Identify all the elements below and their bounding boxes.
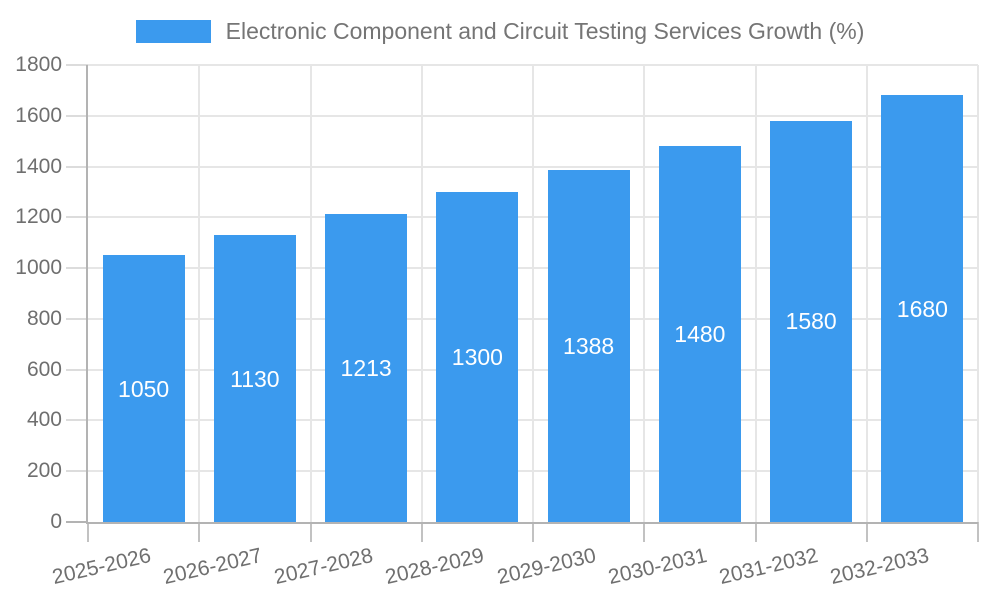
bar[interactable] bbox=[325, 214, 408, 522]
gridline-vertical bbox=[977, 65, 979, 522]
bar[interactable] bbox=[658, 146, 741, 522]
y-axis-tick-label: 400 bbox=[26, 408, 62, 432]
gridline-vertical bbox=[865, 65, 868, 522]
bar-value-label: 1388 bbox=[563, 332, 615, 359]
gridline-vertical bbox=[309, 65, 312, 522]
gridline-vertical bbox=[532, 65, 534, 522]
x-tick-mark bbox=[532, 522, 534, 542]
bar[interactable] bbox=[436, 191, 519, 522]
y-tick-mark bbox=[66, 216, 88, 219]
x-tick-mark bbox=[198, 522, 201, 542]
bar-value-label: 1130 bbox=[230, 365, 280, 392]
y-axis-tick-label: 200 bbox=[26, 459, 62, 483]
gridline-vertical bbox=[198, 65, 201, 522]
y-axis-tick-label: 1400 bbox=[15, 154, 62, 178]
y-axis-tick-label: 1600 bbox=[15, 103, 62, 127]
x-axis-line bbox=[88, 522, 978, 524]
x-tick-mark bbox=[309, 522, 312, 542]
x-tick-mark bbox=[643, 522, 646, 542]
y-axis-line bbox=[86, 65, 88, 524]
bar[interactable] bbox=[547, 169, 630, 522]
y-tick-mark bbox=[66, 368, 88, 371]
chart-title: Electronic Component and Circuit Testing… bbox=[225, 18, 865, 44]
y-axis-tick-label: 1000 bbox=[15, 256, 62, 280]
bar-value-label: 1213 bbox=[340, 355, 392, 382]
y-axis-tick-label: 1800 bbox=[15, 53, 62, 76]
legend-swatch[interactable] bbox=[135, 19, 211, 43]
gridline-vertical bbox=[643, 65, 646, 522]
legend[interactable]: Electronic Component and Circuit Testing… bbox=[0, 16, 1000, 46]
bar[interactable] bbox=[213, 235, 296, 522]
y-tick-mark bbox=[66, 521, 88, 523]
y-tick-mark bbox=[66, 64, 88, 66]
bar-value-label: 1300 bbox=[451, 343, 503, 370]
y-axis-tick-label: 1200 bbox=[15, 205, 62, 229]
y-tick-mark bbox=[66, 165, 88, 168]
bar-value-label: 1050 bbox=[118, 375, 170, 402]
y-axis-tick-label: 600 bbox=[26, 357, 62, 381]
y-tick-mark bbox=[66, 267, 88, 270]
bar[interactable] bbox=[102, 255, 185, 522]
bar[interactable] bbox=[881, 95, 964, 522]
x-tick-mark bbox=[420, 522, 423, 542]
y-axis-tick-label: 0 bbox=[50, 510, 62, 533]
gridline-vertical bbox=[420, 65, 423, 522]
y-tick-mark bbox=[66, 470, 88, 473]
y-axis-tick-label: 800 bbox=[26, 306, 62, 330]
x-tick-mark bbox=[87, 522, 89, 542]
bar-value-label: 1580 bbox=[785, 308, 837, 335]
y-tick-mark bbox=[66, 317, 88, 320]
x-tick-mark bbox=[977, 522, 979, 542]
y-tick-mark bbox=[66, 114, 88, 117]
bar[interactable] bbox=[770, 120, 853, 522]
x-tick-mark bbox=[865, 522, 868, 542]
x-tick-mark bbox=[754, 522, 757, 542]
gridline-vertical bbox=[754, 65, 757, 522]
bar-value-label: 1680 bbox=[896, 295, 948, 322]
y-tick-mark bbox=[66, 419, 88, 422]
bar-value-label: 1480 bbox=[674, 321, 726, 348]
